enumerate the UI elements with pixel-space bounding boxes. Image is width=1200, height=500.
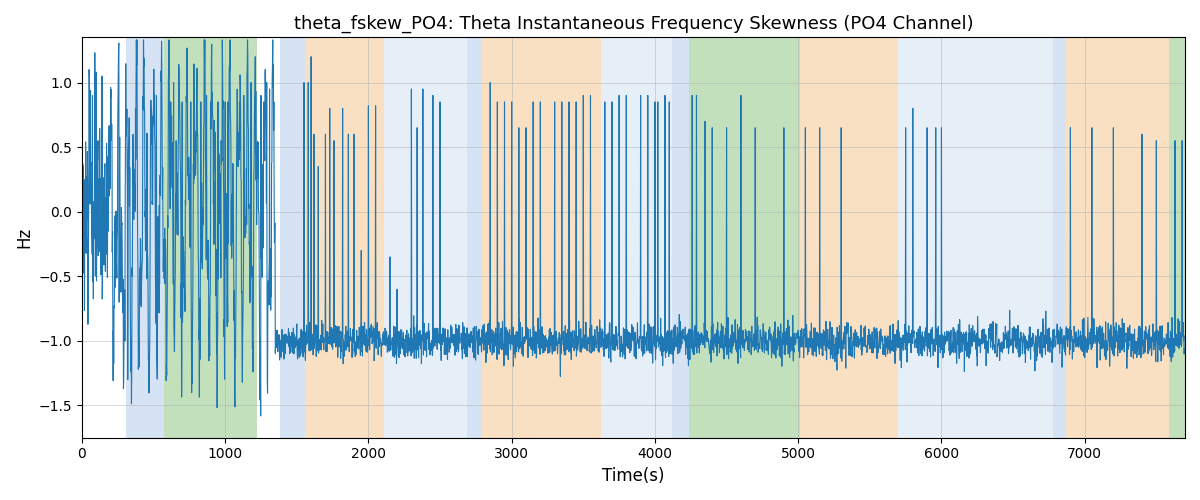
Bar — [384, 38, 467, 438]
Bar — [689, 38, 799, 438]
Bar — [481, 38, 600, 438]
Bar — [467, 38, 481, 438]
Bar — [899, 38, 1054, 438]
Bar — [600, 38, 672, 438]
Bar — [305, 38, 384, 438]
Bar — [672, 38, 689, 438]
Bar — [126, 38, 163, 438]
Bar — [1169, 38, 1186, 438]
Title: theta_fskew_PO4: Theta Instantaneous Frequency Skewness (PO4 Channel): theta_fskew_PO4: Theta Instantaneous Fre… — [294, 15, 973, 34]
X-axis label: Time(s): Time(s) — [602, 467, 665, 485]
Bar — [280, 38, 305, 438]
Bar — [1066, 38, 1169, 438]
Bar — [799, 38, 899, 438]
Y-axis label: Hz: Hz — [14, 227, 32, 248]
Bar — [1054, 38, 1066, 438]
Bar — [163, 38, 257, 438]
